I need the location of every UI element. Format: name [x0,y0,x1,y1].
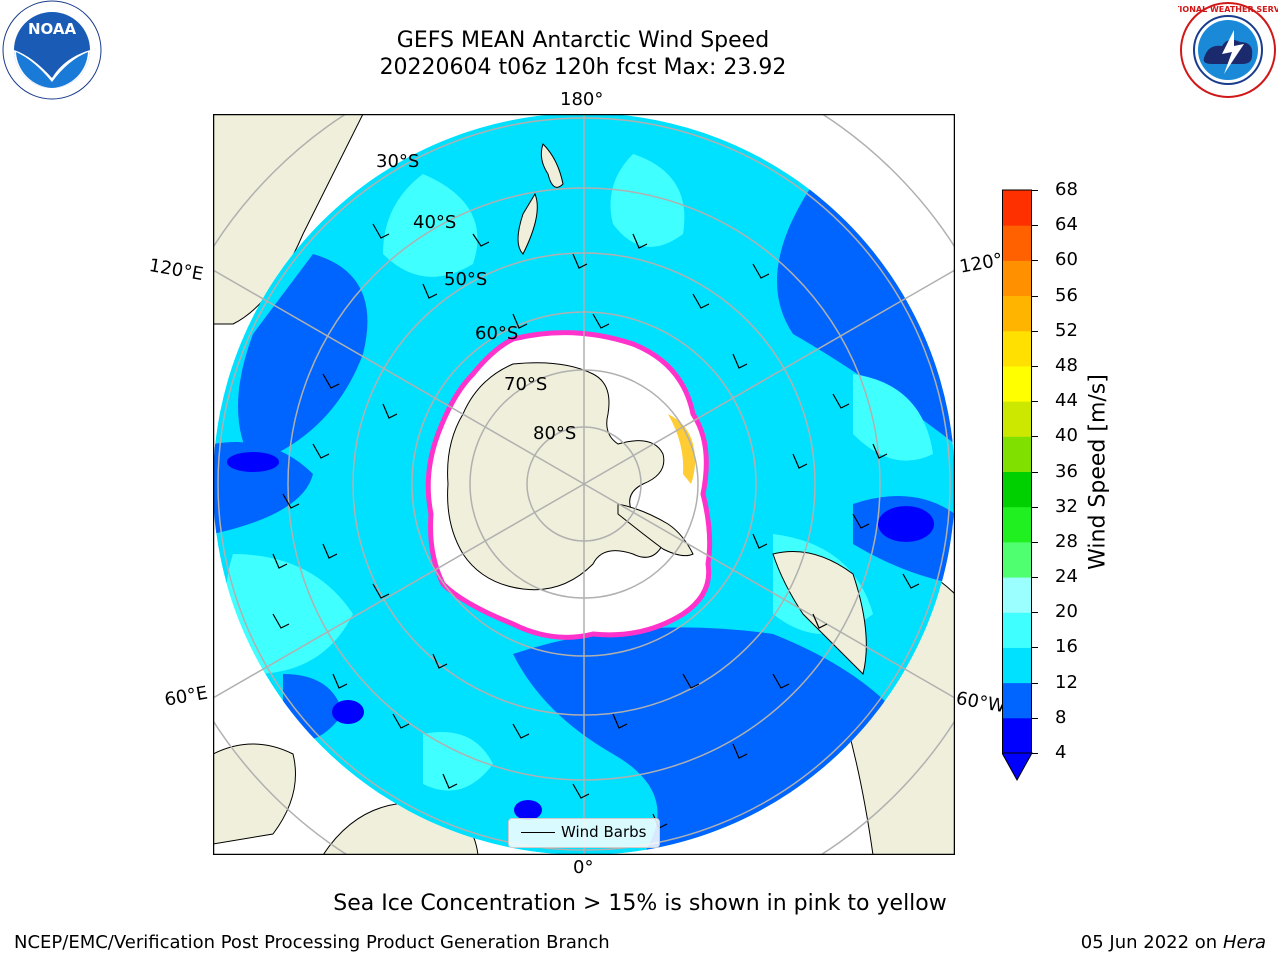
colorbar-band [1002,260,1032,297]
colorbar-band [1002,436,1032,472]
colorbar-band [1002,577,1032,613]
lon-label-lower-left: 60°E [163,682,210,711]
colorbar-tick [1032,612,1038,614]
colorbar-tick-label: 20 [1055,601,1078,623]
lat-label-50s: 50°S [444,269,488,290]
colorbar-band [1002,295,1032,332]
lon-label-bottom: 0° [573,857,594,878]
colorbar-label: Wind Speed [m/s] [1085,374,1111,570]
colorbar-tick [1032,330,1038,332]
colorbar-tick-label: 48 [1055,354,1078,376]
colorbar-tick [1032,436,1038,438]
colorbar-tick-label: 16 [1055,636,1078,658]
sea-ice-caption: Sea Ice Concentration > 15% is shown in … [333,891,947,916]
colorbar-tick-label: 8 [1055,706,1067,728]
colorbar [1001,188,1042,782]
colorbar-band [1002,647,1032,684]
colorbar-tick [1032,260,1038,262]
colorbar-band [1002,471,1032,508]
colorbar-tick [1032,506,1038,508]
footer-credit: NCEP/EMC/Verification Post Processing Pr… [14,932,610,953]
colorbar-band [1002,225,1032,261]
colorbar-tick-label: 40 [1055,425,1078,447]
colorbar-under-arrow [1001,752,1033,782]
colorbar-tick-label: 64 [1055,214,1078,236]
colorbar-tick [1032,541,1038,543]
map-subtitle: 20220604 t06z 120h fcst Max: 23.92 [379,55,787,80]
lat-label-70s: 70°S [504,374,548,395]
colorbar-tick-label: 32 [1055,495,1078,517]
colorbar-tick [1032,225,1038,227]
colorbar-tick-label: 60 [1055,249,1078,271]
colorbar-tick-label: 24 [1055,566,1078,588]
colorbar-tick-label: 28 [1055,530,1078,552]
footer-host: Hera [1222,932,1266,953]
svg-text:NOAA: NOAA [28,20,77,38]
colorbar-tick-label: 36 [1055,460,1078,482]
colorbar-band [1002,330,1032,367]
legend-label: Wind Barbs [561,823,647,841]
lon-label-upper-left: 120°E [147,255,205,286]
colorbar-band [1002,190,1032,226]
legend-line [521,832,555,833]
colorbar-band [1002,401,1032,437]
nws-logo: NATIONAL WEATHER SERVICE [1162,0,1280,100]
wind-barbs [272,223,920,829]
lat-label-80s: 80°S [533,423,577,444]
colorbar-band [1002,541,1032,578]
lat-label-30s: 30°S [376,151,420,172]
colorbar-tick [1032,401,1038,403]
lon-label-top: 180° [560,89,604,110]
colorbar-tick-label: 44 [1055,390,1078,412]
colorbar-tick [1032,577,1038,579]
map-title: GEFS MEAN Antarctic Wind Speed [396,28,770,53]
colorbar-tick [1032,365,1038,367]
colorbar-tick [1032,682,1038,684]
colorbar-band [1002,717,1032,754]
colorbar-band [1002,365,1032,402]
colorbar-tick-label: 68 [1055,179,1078,200]
colorbar-tick-label: 56 [1055,284,1078,306]
wind-barbs-legend: Wind Barbs [508,818,660,848]
colorbar-band [1002,682,1032,719]
lon-label-lower-right: 60°W [954,688,1007,718]
svg-text:NATIONAL WEATHER SERVICE: NATIONAL WEATHER SERVICE [1178,5,1278,14]
colorbar-tick [1032,647,1038,649]
footer-date: 05 Jun 2022 on Hera [1081,932,1266,953]
footer-date-text: 05 Jun 2022 on [1080,932,1218,953]
lon-label-upper-right: 120° [958,249,1005,278]
lat-label-40s: 40°S [413,212,457,233]
colorbar-tick-label: 4 [1055,742,1067,763]
noaa-logo: NOAA [2,0,102,100]
colorbar-tick-label: 12 [1055,671,1078,693]
colorbar-tick [1032,753,1038,754]
colorbar-band [1002,506,1032,543]
colorbar-tick [1032,471,1038,473]
colorbar-tick [1032,295,1038,297]
colorbar-band [1002,612,1032,648]
lat-label-60s: 60°S [475,323,519,344]
polar-map [143,43,1025,925]
colorbar-tick-label: 52 [1055,319,1078,341]
colorbar-tick [1032,190,1038,191]
colorbar-tick [1032,717,1038,719]
